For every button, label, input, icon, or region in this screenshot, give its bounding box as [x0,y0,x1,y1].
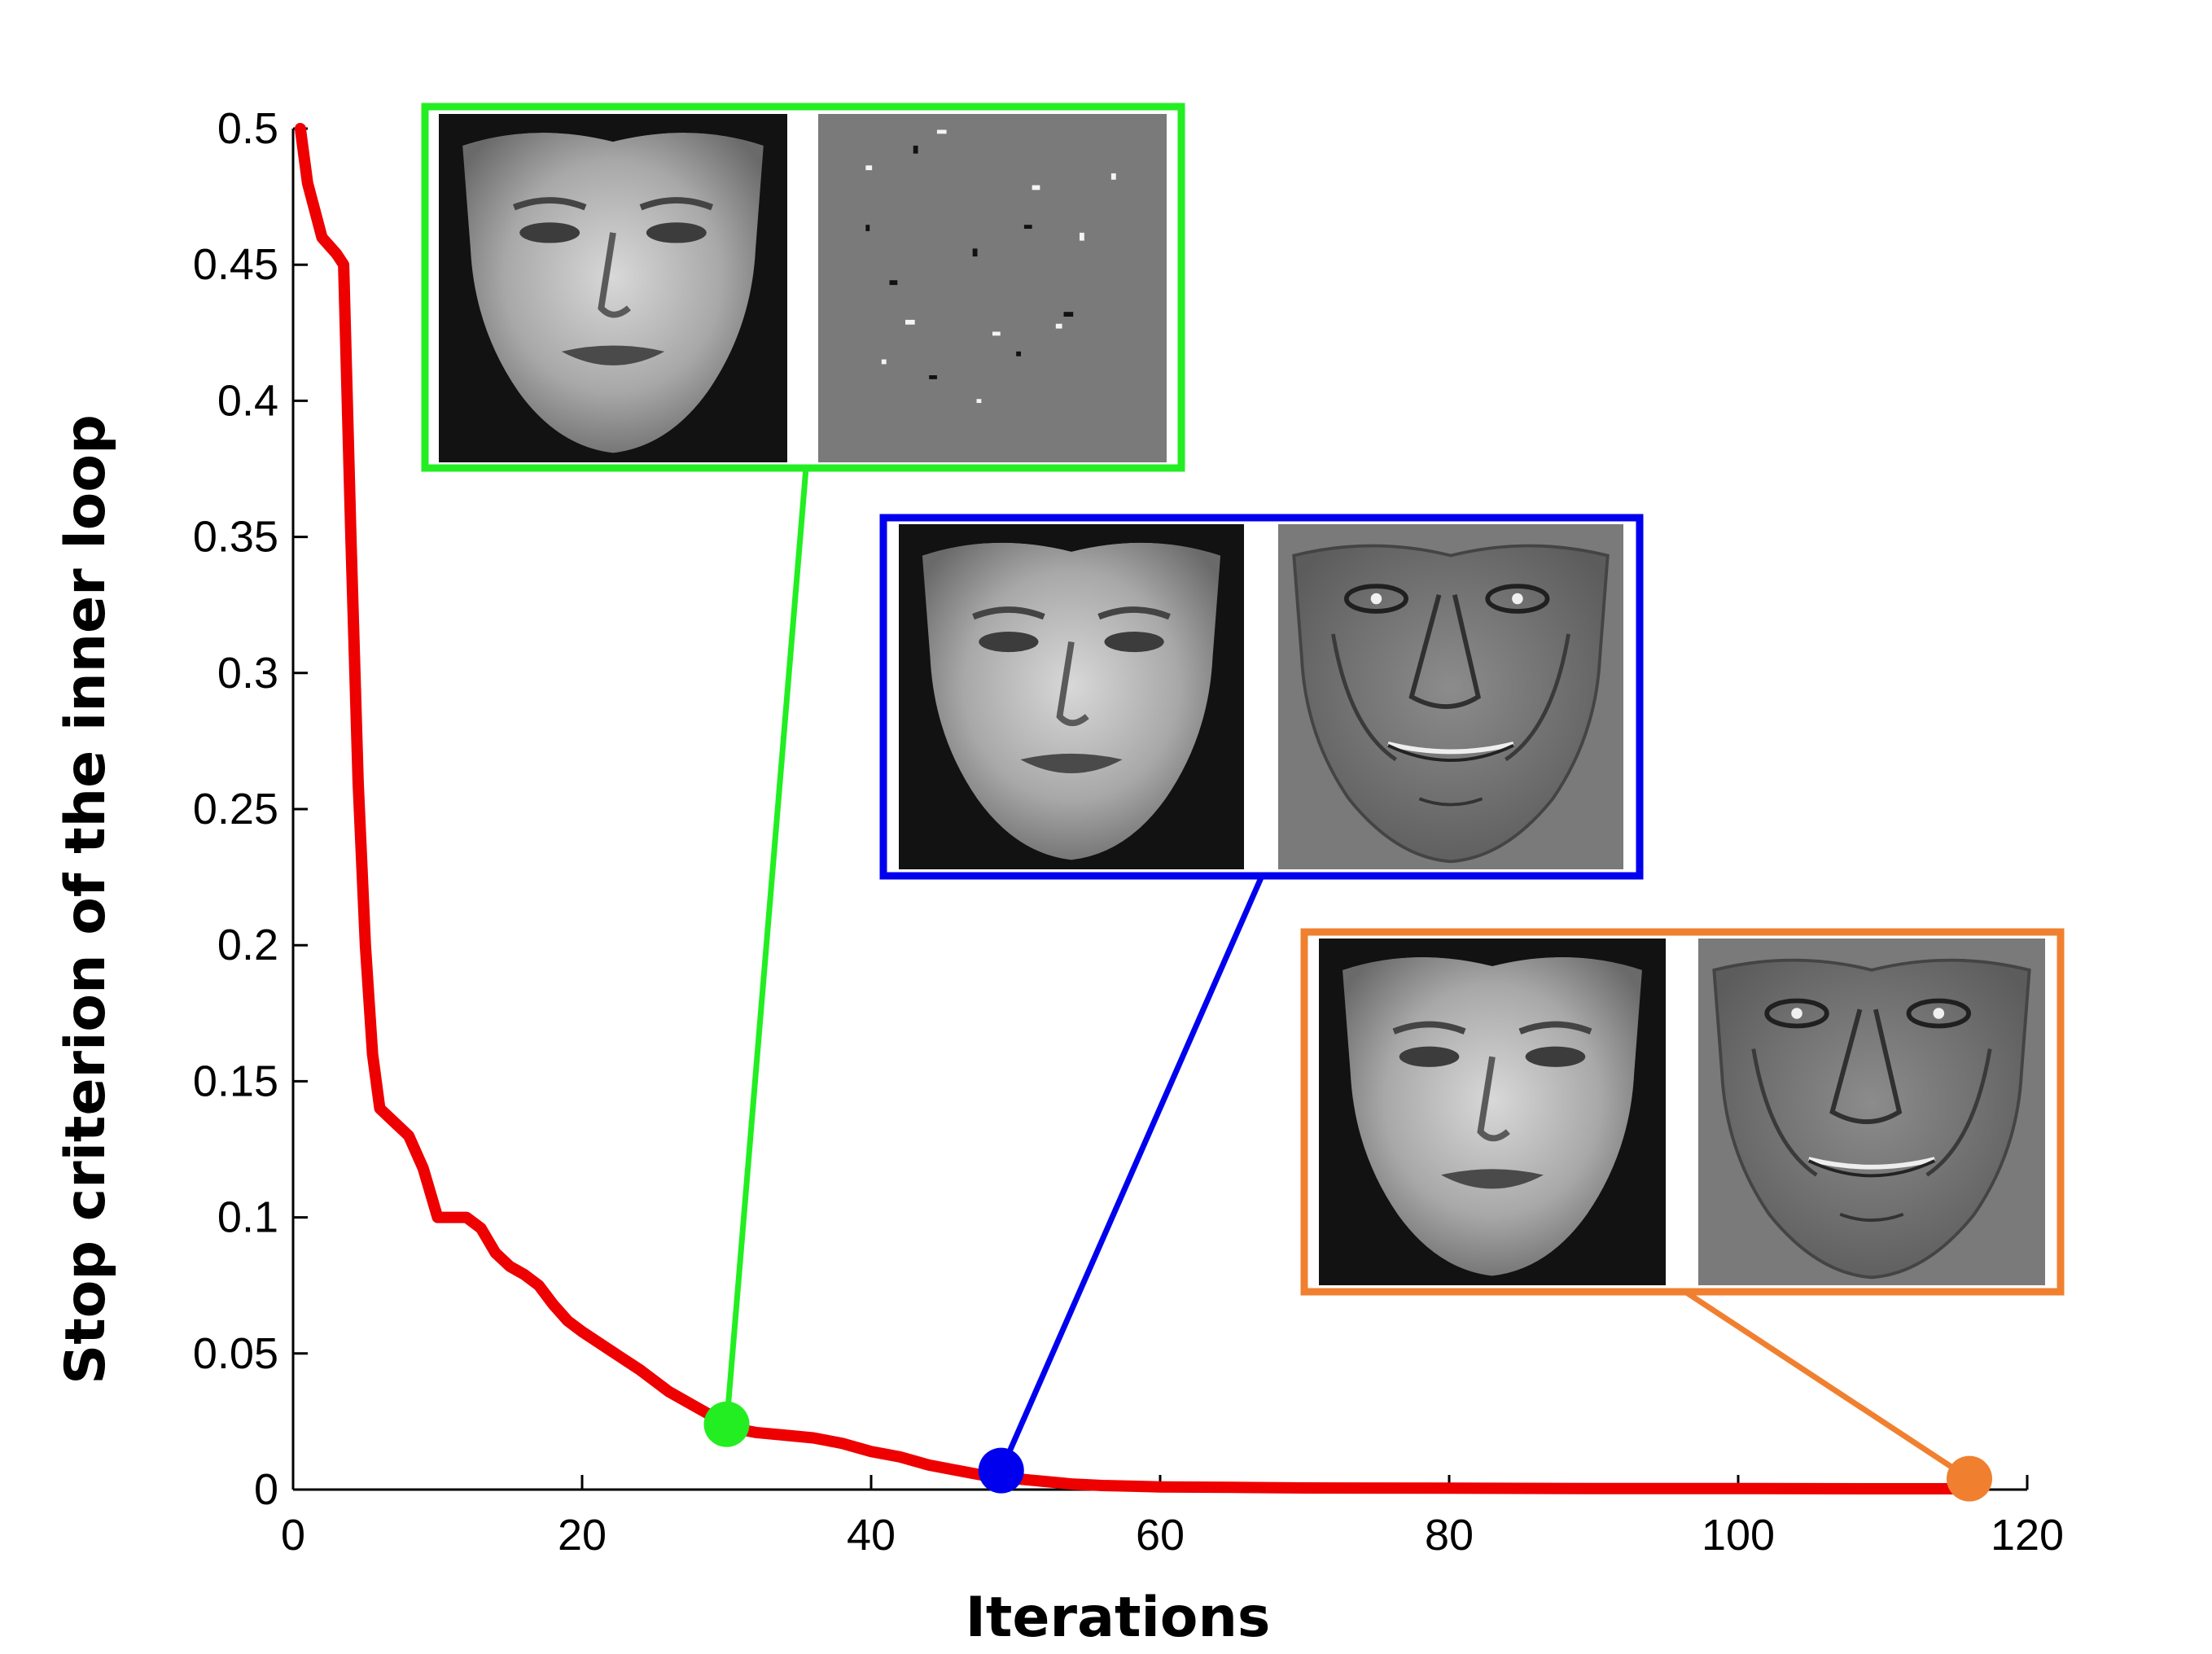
y-tick-label: 0.4 [217,376,278,425]
residual-image [818,114,1167,462]
x-tick-label: 0 [281,1511,305,1560]
x-tick-label: 120 [1991,1511,2064,1560]
y-tick-label: 0 [254,1465,278,1514]
connector-layer [724,467,1971,1481]
orange-inset [1300,928,2065,1296]
axes: 0 20 40 60 80 100 120 0 0.05 0.1 0.15 0.2 0.25 0.3 0.3… [193,104,2064,1560]
face-image [1319,939,1666,1285]
marker-layer [703,1401,1992,1502]
x-tick-label: 40 [847,1511,896,1560]
y-tick-label: 0.05 [193,1329,278,1378]
x-tick-label: 20 [558,1511,607,1560]
face-image [899,524,1244,869]
orange-marker [1947,1455,1992,1502]
x-tick-label: 80 [1425,1511,1474,1560]
residual-image [1698,939,2045,1285]
x-tick-label: 100 [1702,1511,1775,1560]
blue-inset [879,514,1644,880]
green-marker [703,1401,750,1447]
blue-marker [978,1447,1024,1494]
y-tick-label: 0.1 [217,1193,278,1242]
green-marker-connector [724,467,809,1425]
green-inset [421,103,1185,472]
x-tick-label: 60 [1136,1511,1185,1560]
orange-marker-connector [1684,1289,1971,1481]
y-tick-label: 0.45 [193,240,278,289]
face-image [439,114,787,462]
y-tick-label: 0.15 [193,1057,278,1105]
y-tick-label: 0.5 [217,104,278,153]
x-axis-title: Iterations [966,1586,1271,1650]
y-tick-label: 0.25 [193,785,278,834]
series-layer [294,123,1975,1494]
series-line [294,123,1975,1494]
y-tick-label: 0.2 [217,921,278,969]
blue-marker-connector [998,874,1265,1472]
residual-image [1278,524,1623,869]
y-axis-title: Stop criterion of the inner loop [54,414,118,1385]
y-tick-label: 0.35 [193,513,278,562]
y-tick-label: 0.3 [217,649,278,698]
